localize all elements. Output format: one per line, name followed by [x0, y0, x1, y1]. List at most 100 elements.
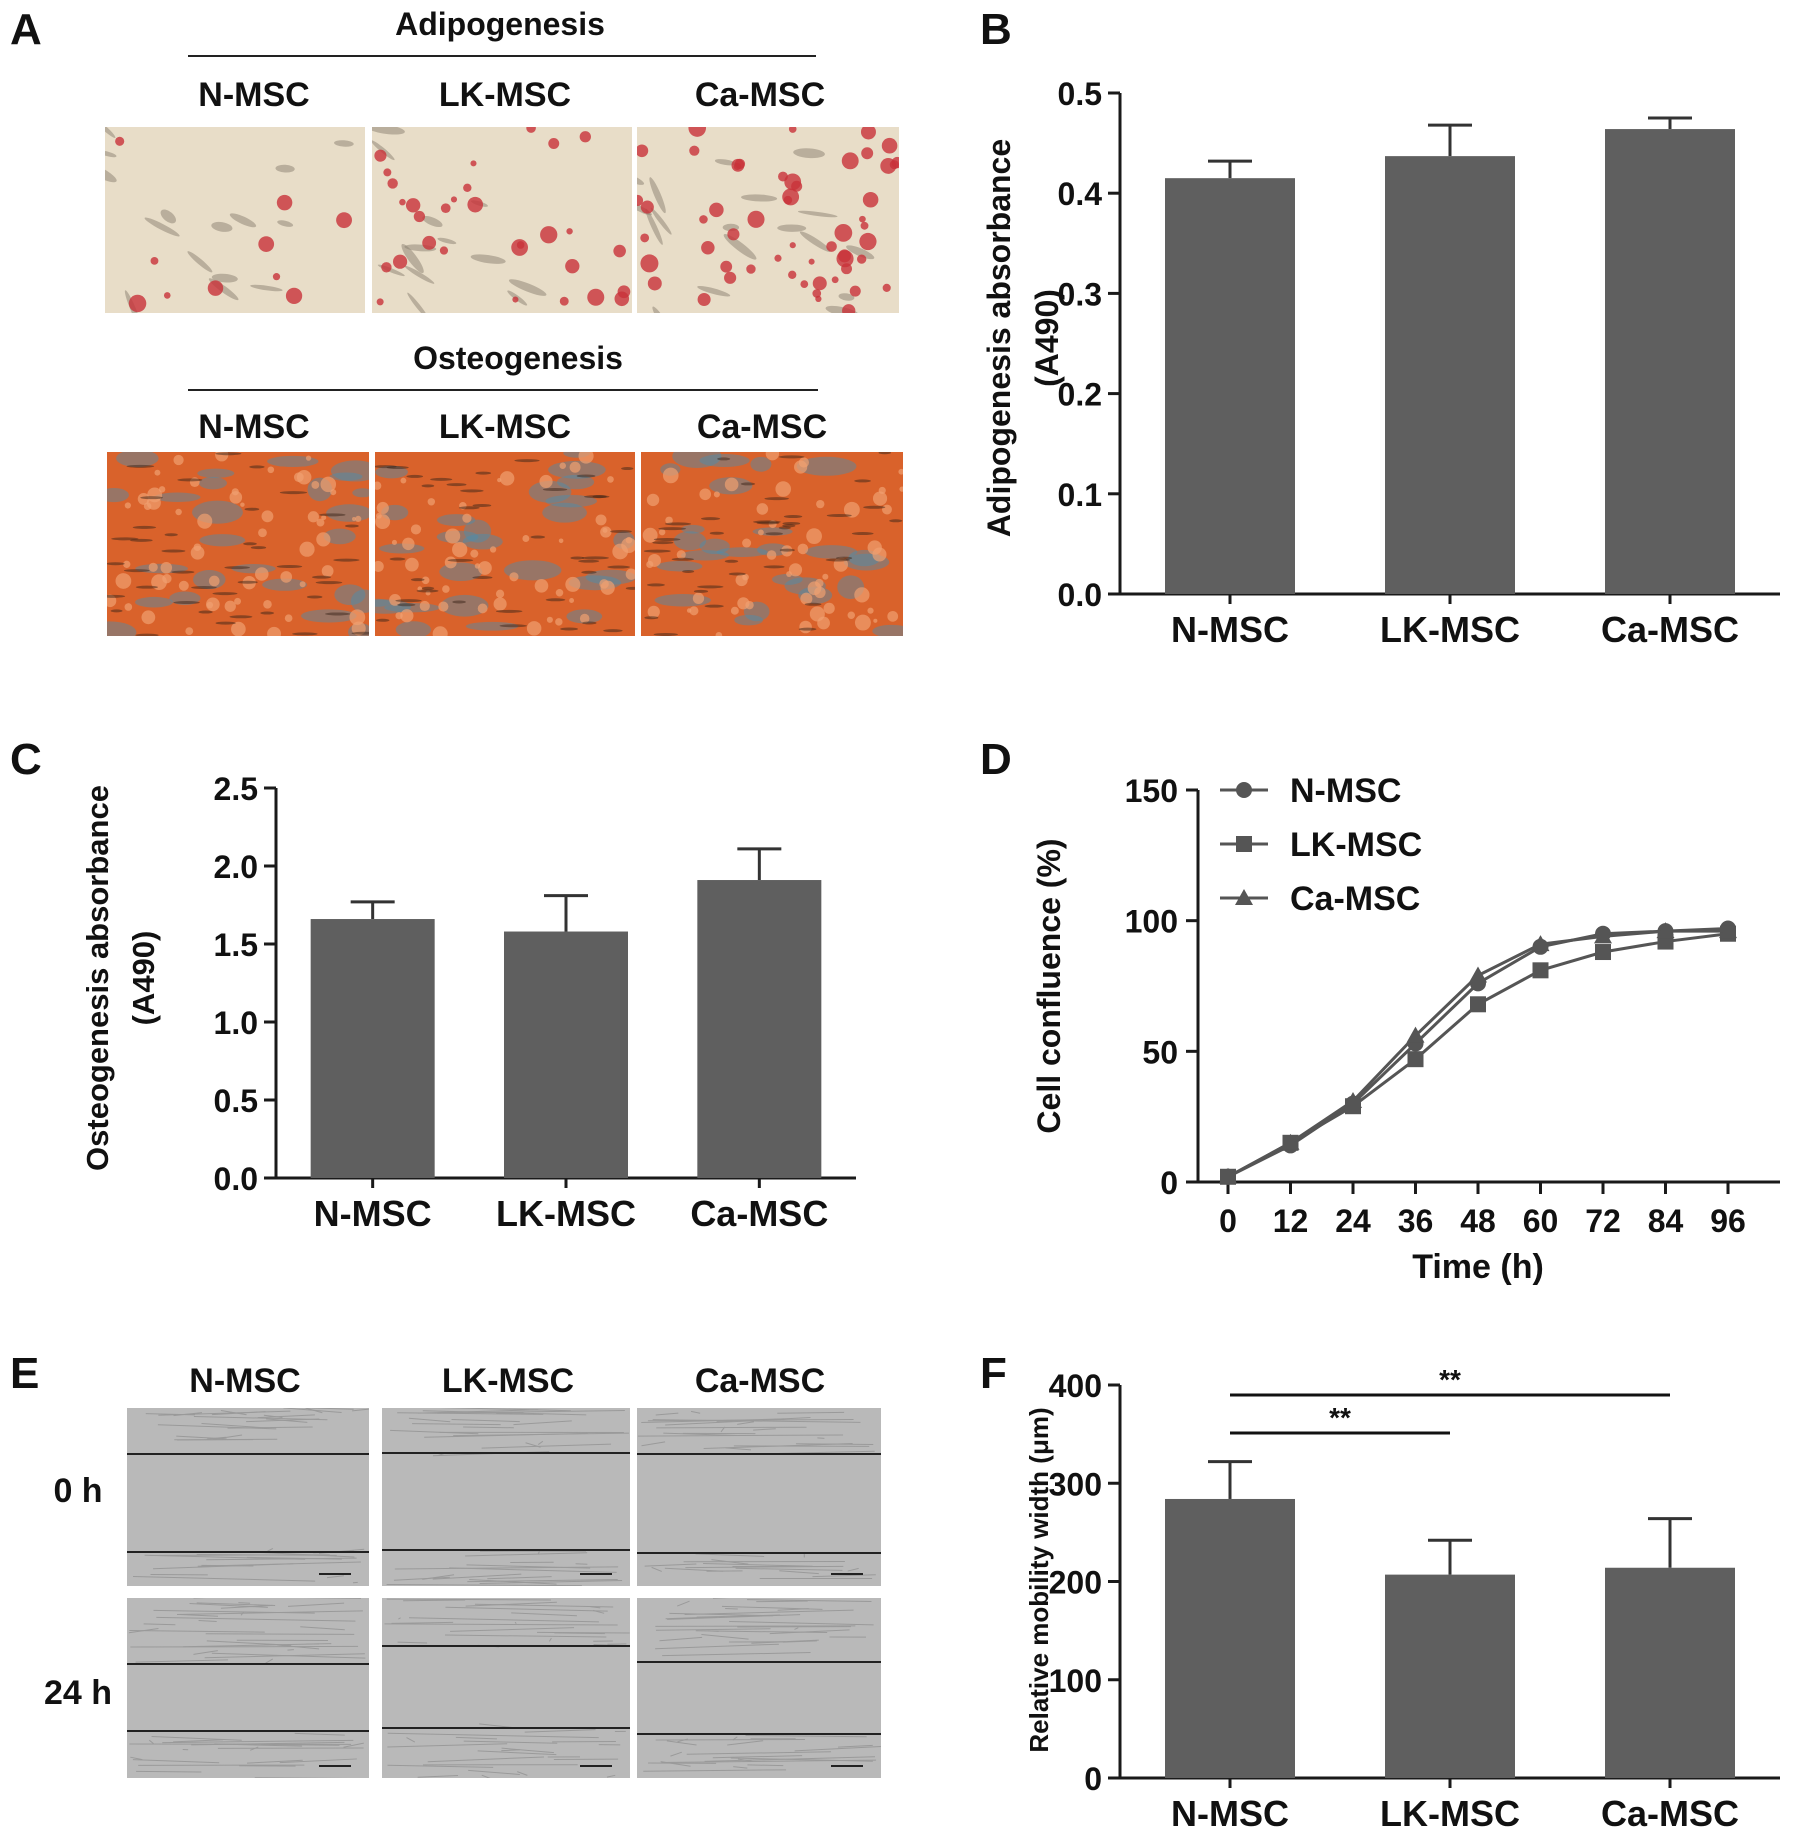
significance-brackets: ** ** — [1230, 1364, 1670, 1435]
data-point — [1281, 1133, 1300, 1150]
lipid-droplet — [587, 288, 605, 306]
y-tick-label: 0.5 — [214, 1083, 258, 1119]
lipid-droplet — [788, 127, 797, 133]
cell-texture — [386, 1598, 552, 1601]
mineral-nodule — [123, 560, 131, 568]
cell-texture — [470, 254, 506, 264]
matrix-texture — [716, 547, 768, 557]
mineral-nodule — [742, 573, 749, 581]
mineral-nodule — [558, 538, 564, 544]
data-point — [1594, 927, 1612, 944]
mineral-nodule — [478, 561, 492, 575]
cell-texture — [144, 1554, 306, 1560]
x-tick-label: 36 — [1398, 1203, 1434, 1239]
cell-texture — [499, 624, 527, 628]
mineral-nodule — [410, 524, 422, 535]
series-ca-msc — [1219, 922, 1737, 1184]
cell-texture — [279, 491, 308, 495]
cell-texture — [655, 1643, 779, 1650]
data-point — [1595, 944, 1611, 961]
cell-texture — [783, 515, 803, 519]
mineral-nodule — [854, 614, 871, 631]
adipo-label-n-msc: N-MSC — [198, 76, 310, 114]
cell-texture — [387, 1743, 508, 1748]
mineral-nodule — [442, 585, 450, 593]
mineral-nodule — [565, 576, 581, 592]
cell-texture — [655, 1412, 679, 1416]
lipid-droplet — [881, 137, 898, 154]
lipid-droplet — [812, 276, 827, 291]
mineral-nodule — [665, 516, 673, 525]
cell-texture — [229, 615, 253, 619]
cell-texture — [637, 1434, 844, 1437]
matrix-texture — [750, 456, 772, 472]
cell-texture — [386, 1583, 582, 1586]
cell-texture — [508, 279, 547, 296]
cell-texture — [655, 1628, 771, 1631]
cell-texture — [825, 558, 850, 562]
cell-texture — [135, 585, 159, 589]
x-tick-label: N-MSC — [1171, 1793, 1289, 1834]
cell-texture — [645, 208, 663, 245]
cell-texture — [735, 1567, 843, 1571]
cell-texture — [263, 1414, 283, 1418]
mineral-nodule — [689, 606, 699, 616]
mineral-nodule — [280, 571, 293, 583]
cell-texture — [249, 465, 265, 469]
cell-texture — [110, 609, 123, 613]
mineral-nodule — [607, 476, 614, 483]
lipid-droplet — [115, 136, 125, 146]
mineral-nodule — [806, 528, 822, 545]
lipid-droplet — [720, 260, 733, 273]
mineral-nodule — [421, 576, 430, 585]
mineral-nodule — [190, 545, 205, 560]
scratch-background — [382, 1408, 630, 1586]
cell-texture — [277, 220, 294, 227]
cell-texture — [812, 1574, 876, 1578]
cell-texture — [144, 217, 180, 237]
cell-texture — [391, 1621, 454, 1624]
cell-texture — [193, 1415, 328, 1421]
cell-texture — [132, 1759, 220, 1764]
mineral-nodule — [756, 503, 769, 515]
lipid-droplet — [637, 194, 644, 206]
cell-texture — [647, 1419, 854, 1422]
cell-texture — [583, 495, 610, 499]
mineral-nodule — [355, 515, 362, 523]
x-tick-label: Ca-MSC — [1601, 609, 1739, 650]
cell-texture — [472, 576, 493, 580]
cell-texture — [211, 1411, 266, 1416]
mineral-nodule — [438, 601, 449, 612]
mineral-nodule — [872, 491, 888, 506]
cell-texture — [644, 1563, 697, 1567]
cell-texture — [795, 1443, 874, 1446]
cell-texture — [548, 1637, 552, 1642]
cell-texture — [804, 602, 822, 606]
mineral-nodule — [320, 476, 337, 493]
cell-texture — [709, 531, 724, 535]
lipid-droplet — [450, 196, 458, 203]
cell-texture — [671, 557, 695, 561]
cell-texture — [432, 1573, 522, 1580]
cell-texture — [747, 1764, 784, 1767]
mineral-nodule — [160, 561, 173, 574]
cell-texture — [452, 600, 466, 604]
cell-texture — [130, 1645, 359, 1648]
mineral-nodule — [823, 602, 835, 614]
cell-texture — [173, 1739, 224, 1743]
cell-texture — [554, 1632, 605, 1635]
matrix-texture — [375, 599, 412, 614]
y-tick-label: 1.0 — [214, 1005, 258, 1041]
cell-texture — [524, 1729, 596, 1733]
y-tick-label: 0.5 — [1058, 76, 1102, 112]
cell-texture — [652, 306, 670, 313]
bar-n-msc — [310, 919, 435, 1178]
cell-texture — [436, 1409, 625, 1414]
cell-texture — [390, 1429, 479, 1435]
cell-texture — [394, 1566, 619, 1570]
data-point — [1532, 962, 1549, 979]
data-point — [1344, 1091, 1362, 1108]
cell-texture — [427, 1756, 545, 1763]
lipid-droplet — [258, 236, 275, 252]
cell-texture — [581, 556, 610, 560]
